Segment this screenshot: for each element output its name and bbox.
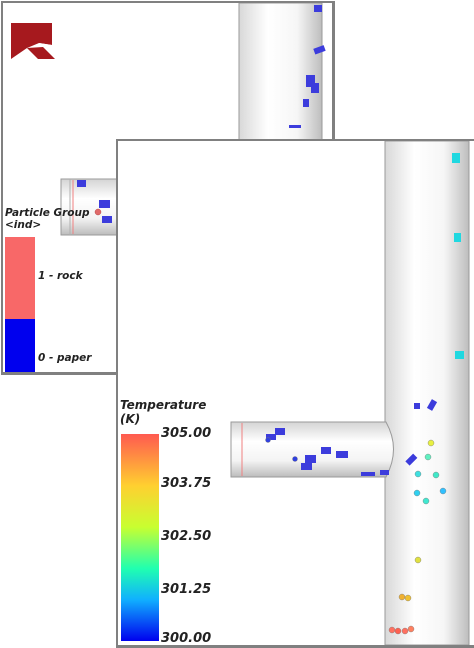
particle-spheres bbox=[265, 437, 447, 635]
temperature-tick-2: 303.75 bbox=[161, 476, 212, 491]
temperature-legend-title: Temperature (K) bbox=[120, 398, 206, 426]
temperature-render bbox=[121, 141, 470, 645]
legend-swatch-paper bbox=[5, 319, 35, 372]
particle-group-legend-title: Particle Group <ind> bbox=[5, 207, 90, 231]
temperature-view[interactable]: Temperature (K) 305.00 303.75 302.50 301… bbox=[116, 139, 474, 648]
legend-title-line1: Particle Group bbox=[5, 207, 90, 219]
legend-title-line2: <ind> bbox=[5, 219, 42, 231]
vertical-pipe bbox=[384, 141, 470, 645]
temperature-color-scale bbox=[121, 434, 159, 641]
temperature-tick-max: 305.00 bbox=[161, 426, 212, 441]
temperature-tick-min: 300.00 bbox=[161, 631, 212, 646]
legend-swatch-rock bbox=[5, 237, 35, 319]
paper-particles bbox=[266, 399, 438, 476]
paper-particles-cyan bbox=[452, 153, 464, 359]
horizontal-pipe bbox=[230, 421, 394, 478]
brand-logo-icon bbox=[11, 23, 55, 59]
temperature-tick-4: 301.25 bbox=[161, 582, 212, 597]
legend-label-paper: 0 - paper bbox=[38, 352, 92, 364]
legend-title-line1: Temperature bbox=[120, 398, 207, 412]
legend-label-rock: 1 - rock bbox=[38, 270, 83, 282]
legend-title-line2: (K) bbox=[120, 412, 141, 426]
temperature-tick-3: 302.50 bbox=[161, 529, 212, 544]
